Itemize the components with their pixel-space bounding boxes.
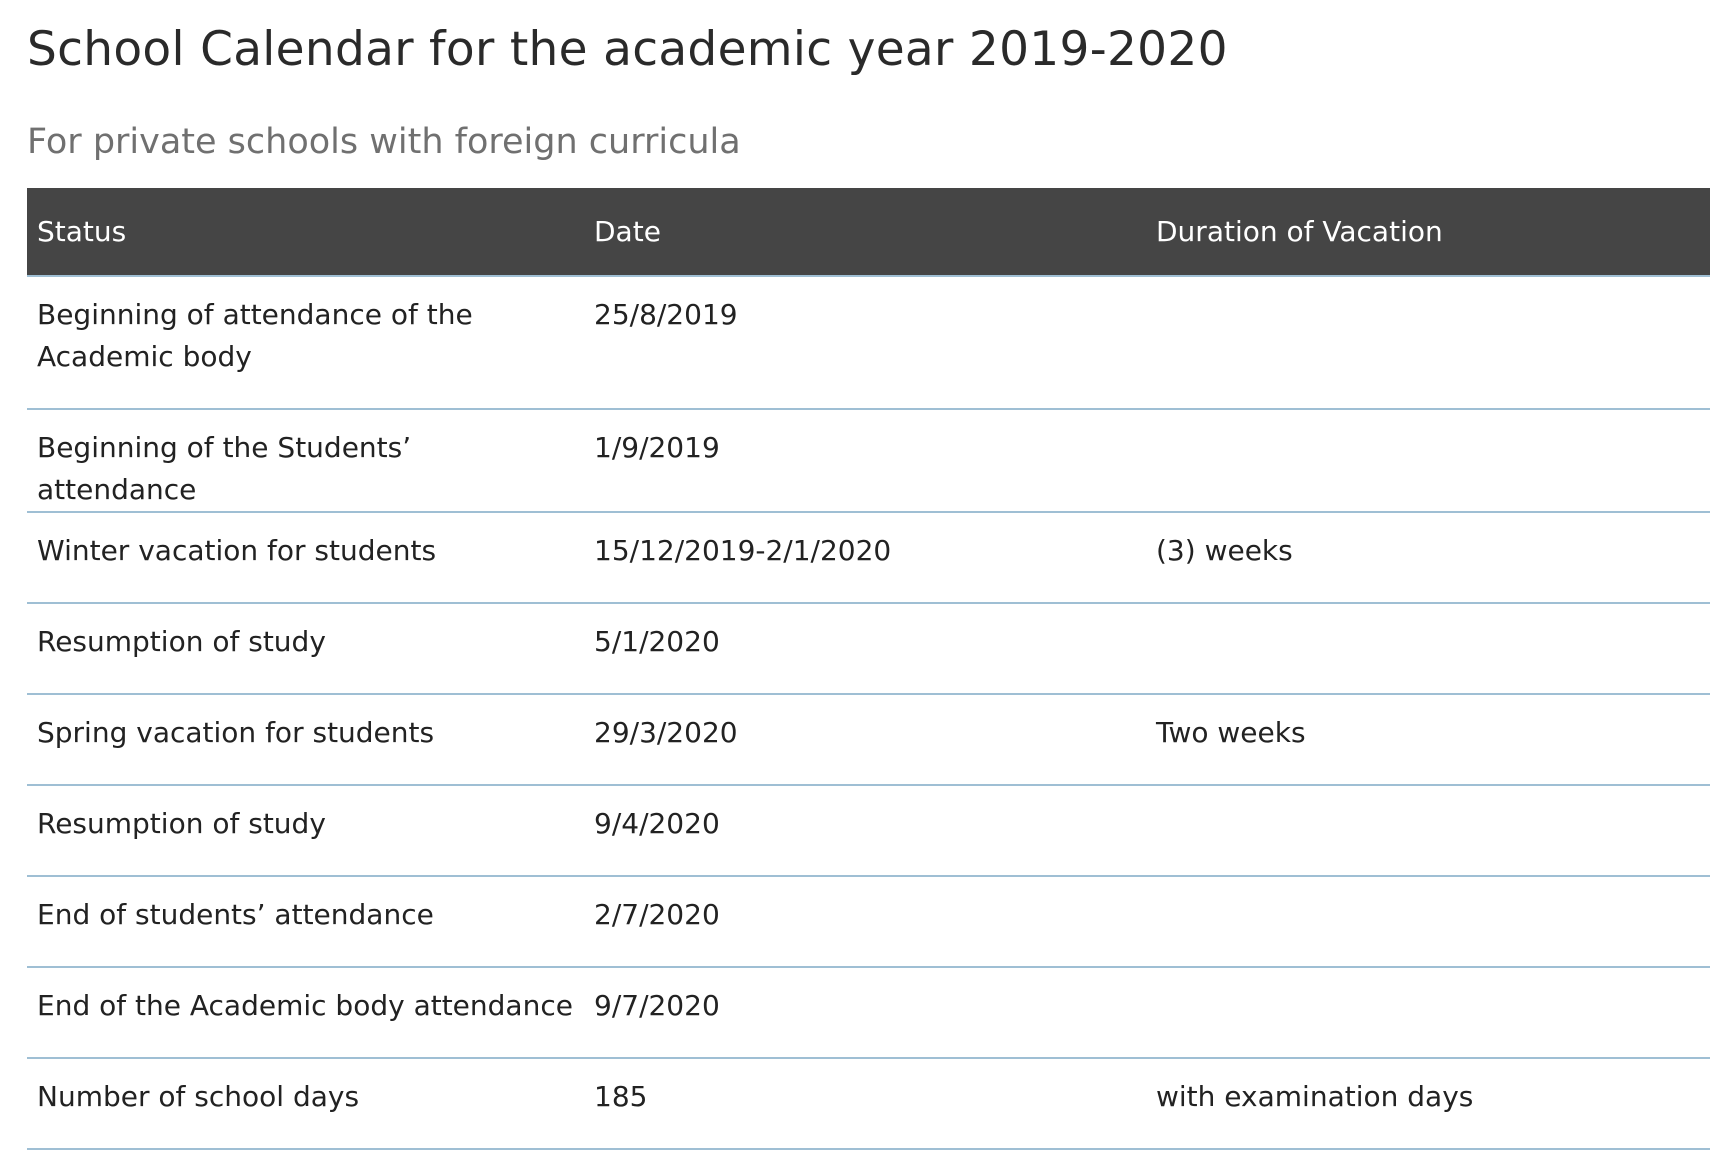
table-row: Resumption of study 5/1/2020: [27, 603, 1710, 695]
cell-duration: Two weeks: [1146, 694, 1710, 786]
cell-date: 1/9/2019: [584, 409, 1146, 513]
table-body: Beginning of attendance of the Academic …: [27, 276, 1710, 1150]
table-row: Winter vacation for students 15/12/2019-…: [27, 512, 1710, 604]
table-row: Resumption of study 9/4/2020: [27, 785, 1710, 877]
page-subtitle: For private schools with foreign curricu…: [27, 122, 741, 162]
cell-status: Resumption of study: [27, 785, 584, 877]
cell-duration: with examination days: [1146, 1058, 1710, 1150]
cell-date: 9/7/2020: [584, 967, 1146, 1059]
cell-date: 25/8/2019: [584, 276, 1146, 410]
cell-date: 9/4/2020: [584, 785, 1146, 877]
cell-date: 29/3/2020: [584, 694, 1146, 786]
cell-status: Beginning of the Students’ attendance: [27, 409, 584, 513]
cell-date: 15/12/2019-2/1/2020: [584, 512, 1146, 604]
cell-duration: (3) weeks: [1146, 512, 1710, 604]
table-row: End of the Academic body attendance 9/7/…: [27, 967, 1710, 1059]
cell-date: 2/7/2020: [584, 876, 1146, 968]
header-status: Status: [27, 188, 584, 277]
header-duration: Duration of Vacation: [1146, 188, 1710, 277]
cell-status: End of the Academic body attendance: [27, 967, 584, 1059]
cell-duration: [1146, 876, 1710, 968]
calendar-table: Status Date Duration of Vacation Beginni…: [27, 188, 1710, 1150]
cell-status: Resumption of study: [27, 603, 584, 695]
page-title: School Calendar for the academic year 20…: [27, 22, 1228, 77]
cell-duration: [1146, 785, 1710, 877]
cell-duration: [1146, 276, 1710, 410]
table-row: Beginning of the Students’ attendance 1/…: [27, 409, 1710, 513]
table-row: Spring vacation for students 29/3/2020 T…: [27, 694, 1710, 786]
cell-duration: [1146, 409, 1710, 513]
cell-status: Winter vacation for students: [27, 512, 584, 604]
table-header: Status Date Duration of Vacation: [27, 188, 1710, 277]
header-date: Date: [584, 188, 1146, 277]
cell-status: Number of school days: [27, 1058, 584, 1150]
table-row: End of students’ attendance 2/7/2020: [27, 876, 1710, 968]
cell-date: 5/1/2020: [584, 603, 1146, 695]
cell-status: Spring vacation for students: [27, 694, 584, 786]
table-row: Number of school days 185 with examinati…: [27, 1058, 1710, 1150]
cell-status: Beginning of attendance of the Academic …: [27, 276, 584, 410]
table-row: Beginning of attendance of the Academic …: [27, 276, 1710, 410]
cell-date: 185: [584, 1058, 1146, 1150]
cell-duration: [1146, 967, 1710, 1059]
cell-duration: [1146, 603, 1710, 695]
cell-status: End of students’ attendance: [27, 876, 584, 968]
table-header-row: Status Date Duration of Vacation: [27, 188, 1710, 277]
